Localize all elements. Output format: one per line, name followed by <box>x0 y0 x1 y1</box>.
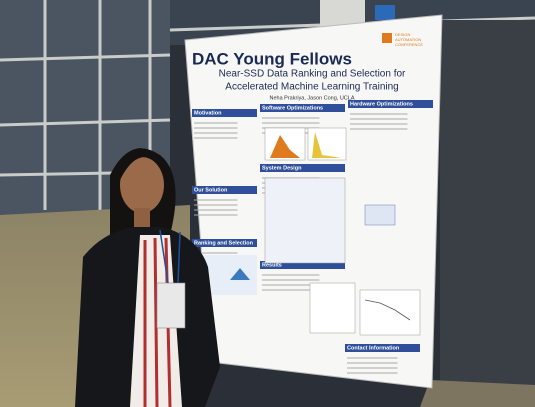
person <box>75 148 220 407</box>
section-header: Hardware Optimizations <box>350 101 413 107</box>
section-header: Contact Information <box>347 345 400 351</box>
section-header-bar <box>192 239 257 247</box>
logo-text: CONFERENCE <box>395 42 423 47</box>
logo-text: DESIGN <box>395 32 410 37</box>
wall-panel <box>440 20 535 390</box>
poster-figures <box>197 127 421 336</box>
poster-title: DAC Young Fellows <box>192 49 352 68</box>
poster-sections: Motivation Software Optimizations Hardware… <box>192 100 433 374</box>
section-header-bar <box>260 104 345 112</box>
carpet <box>420 380 535 407</box>
section-header: Results <box>262 262 282 268</box>
poster-authors: Neha Prakriya, Jason Cong, UCLA <box>270 95 355 101</box>
poster-subtitle: Near-SSD Data Ranking and Selection for <box>219 69 406 80</box>
poster-subtitle: Accelerated Machine Learning Training <box>225 82 398 93</box>
section-header: Our Solution <box>194 187 228 193</box>
section-header: Ranking and Selection <box>194 240 254 246</box>
section-header: System Design <box>262 165 302 171</box>
section-header-bar <box>260 164 345 172</box>
section-header: Motivation <box>194 110 222 116</box>
logo-icon <box>382 33 392 43</box>
section-header: Software Optimizations <box>262 105 323 111</box>
logo-text: AUTOMATION <box>395 37 421 42</box>
section-header-bar <box>192 186 257 194</box>
section-header-bar <box>260 261 345 269</box>
section-header-bar <box>345 344 420 352</box>
section-header-bar <box>348 100 433 108</box>
section-header-bar <box>192 109 257 117</box>
